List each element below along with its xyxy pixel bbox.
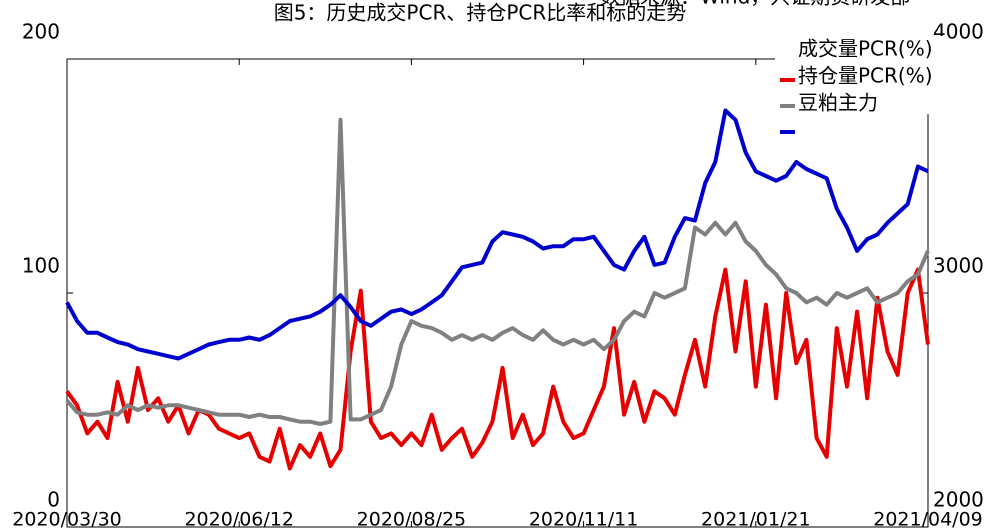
legend-bg [775, 36, 945, 62]
chart-title: 图5：历史成交PCR、持仓PCR比率和标的走势 [274, 1, 687, 25]
y-tick-label: 200 [22, 20, 60, 44]
x-tick-label: 2020/11/11 [529, 509, 639, 531]
legend-label: 持仓量PCR(%) [798, 64, 933, 88]
x-tick-label: 2021/01/21 [701, 509, 811, 531]
legend-label: 豆粕主力 [798, 91, 878, 115]
x-tick-label: 2020/06/12 [184, 509, 294, 531]
series-line [65, 117, 930, 426]
x-tick-label: 2020/03/30 [12, 509, 122, 531]
legend-label: 成交量PCR(%) [798, 37, 933, 61]
series-line [65, 267, 930, 471]
legend-bg [775, 62, 945, 88]
series-line [65, 108, 929, 361]
x-tick-label: 2020/08/25 [357, 509, 467, 531]
y2-tick-label: 2000 [933, 488, 984, 512]
y2-tick-label: 3000 [933, 254, 984, 278]
source-note: 数据来源：Wind，兴证期货研发部 [600, 0, 910, 9]
x-tick-label: 2021/04/09 [873, 509, 983, 531]
legend-bg [775, 88, 945, 114]
y-tick-label: 0 [47, 488, 60, 512]
y-tick-label: 100 [22, 254, 60, 278]
